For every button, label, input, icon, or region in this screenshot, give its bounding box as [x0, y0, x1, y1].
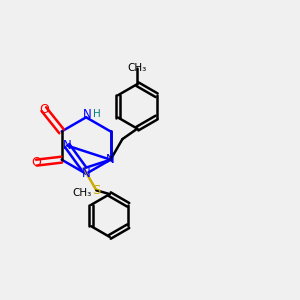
Text: N: N [82, 167, 91, 180]
Text: N: N [83, 108, 92, 121]
Text: H: H [93, 109, 101, 119]
Text: O: O [32, 156, 41, 169]
Text: N: N [63, 139, 71, 152]
Text: N: N [106, 153, 115, 166]
Text: CH₃: CH₃ [72, 188, 91, 198]
Text: S: S [92, 184, 100, 197]
Text: CH₃: CH₃ [128, 63, 147, 73]
Text: O: O [39, 103, 49, 116]
